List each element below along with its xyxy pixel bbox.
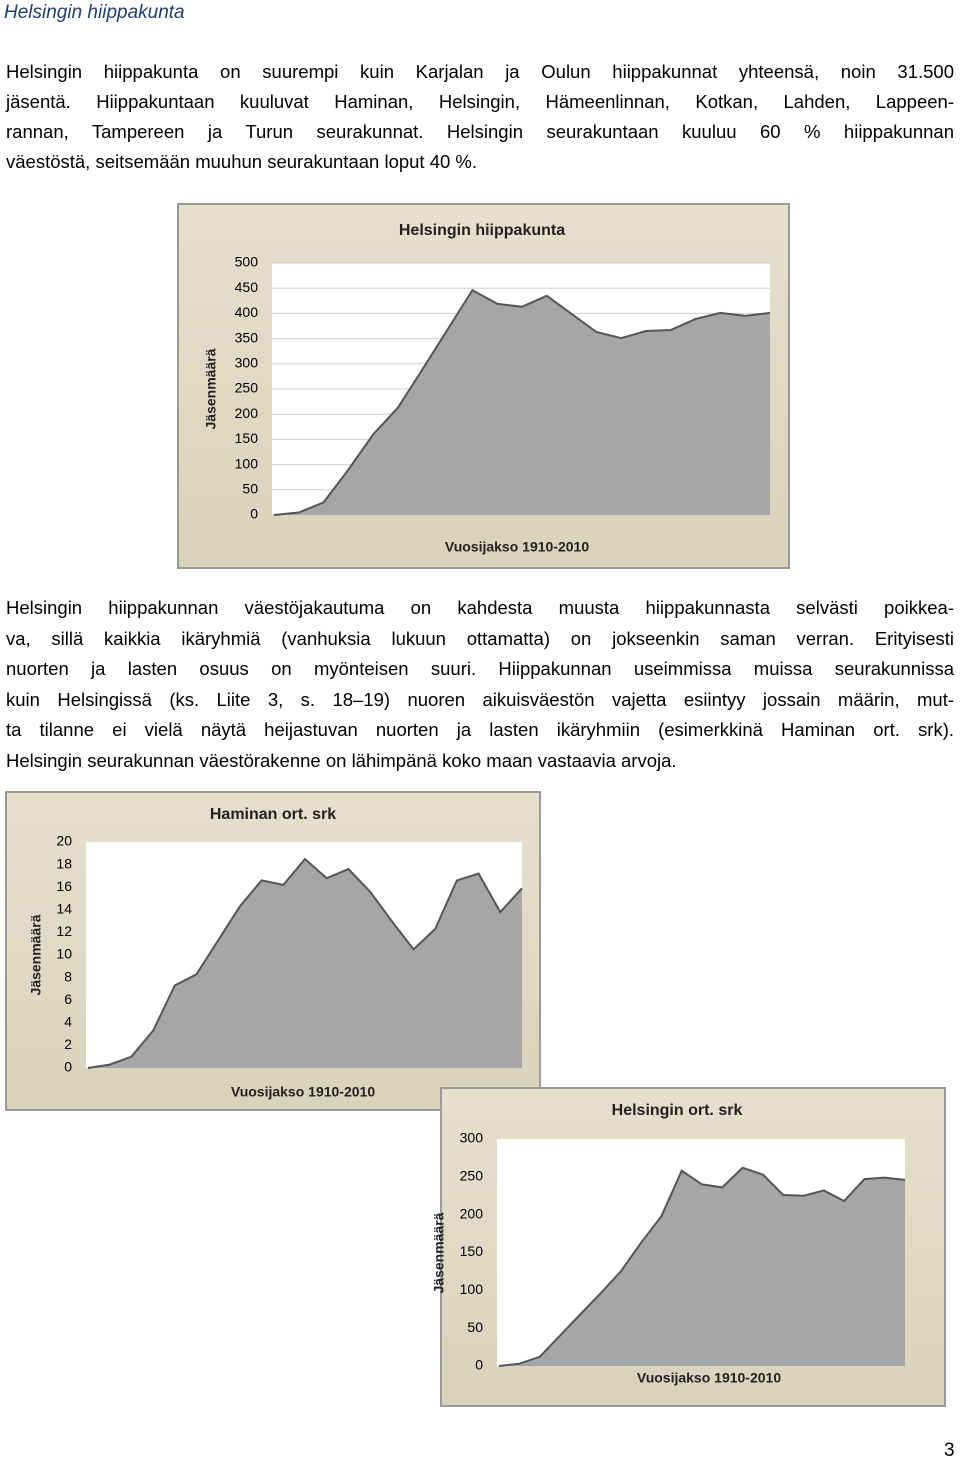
y-tick-label: 300 — [460, 1130, 484, 1146]
y-tick-label: 2 — [64, 1036, 72, 1052]
y-tick-label: 250 — [235, 380, 259, 396]
text-line: Helsingin hiippakunnan väestöjakautuma o… — [6, 597, 954, 618]
y-tick-label: 250 — [460, 1168, 484, 1184]
text-line: Helsingin seurakunnan väestörakenne on l… — [6, 749, 677, 771]
area — [88, 859, 522, 1068]
x-axis-label: Vuosijakso 1910-2010 — [231, 1084, 375, 1100]
y-tick-label: 0 — [475, 1357, 483, 1373]
y-axis-label: Jäsenmäärä — [28, 914, 44, 995]
y-tick-label: 50 — [242, 481, 258, 497]
y-tick-label: 12 — [56, 923, 72, 939]
y-tick-label: 16 — [56, 878, 72, 894]
y-tick-label: 150 — [235, 430, 259, 446]
y-tick-label: 500 — [235, 254, 259, 270]
chart-title: Haminan ort. srk — [210, 806, 336, 823]
area-outline — [498, 1166, 906, 1367]
y-tick-label: 200 — [460, 1205, 484, 1221]
y-tick-label: 100 — [235, 455, 259, 471]
y-tick-label: 8 — [64, 968, 72, 984]
y-tick-label: 20 — [56, 833, 72, 849]
x-axis-label: Vuosijakso 1910-2010 — [445, 539, 589, 555]
y-axis-label: Jäsenmäärä — [203, 348, 219, 429]
y-tick-label: 200 — [235, 405, 259, 421]
text-line: väestöstä, seitsemään muuhun seurakuntaa… — [6, 151, 478, 172]
area — [499, 1167, 905, 1366]
y-tick-label: 4 — [64, 1014, 72, 1030]
text-line: kuin Helsingissä (ks. Liite 3, s. 18–19)… — [6, 688, 954, 710]
y-tick-label: 350 — [235, 329, 259, 345]
x-axis-label: Vuosijakso 1910-2010 — [637, 1370, 781, 1386]
y-tick-label: 50 — [467, 1319, 483, 1335]
y-tick-label: 6 — [64, 991, 72, 1007]
y-axis-label: Jäsenmäärä — [431, 1212, 447, 1293]
y-tick-label: 100 — [460, 1281, 484, 1297]
text-line: jäsentä. Hiippakuntaan kuuluvat Haminan,… — [6, 91, 954, 112]
y-tick-label: 18 — [56, 855, 72, 871]
chart-title: Helsingin hiippakunta — [399, 222, 565, 239]
area — [274, 290, 770, 515]
text-line: nuorten ja lasten osuus on myönteisen su… — [6, 658, 954, 679]
y-tick-label: 400 — [235, 304, 259, 320]
area-outline — [87, 857, 523, 1069]
y-tick-label: 150 — [460, 1243, 484, 1259]
text-line: ta tilanne ei vielä näytä heijastuvan nu… — [6, 719, 954, 740]
y-tick-label: 0 — [250, 506, 258, 522]
text-line: Helsingin hiippakunta on suurempi kuin K… — [6, 61, 954, 82]
y-tick-label: 0 — [64, 1059, 72, 1075]
y-tick-label: 10 — [56, 946, 72, 962]
chart-title: Helsingin ort. srk — [612, 1102, 743, 1119]
page-number: 3 — [944, 1440, 955, 1461]
text-line: va, sillä kaikkia ikäryhmiä (vanhuksia l… — [6, 627, 954, 649]
area-outline — [273, 288, 771, 516]
y-tick-label: 450 — [235, 279, 259, 295]
y-tick-label: 300 — [235, 355, 259, 371]
y-tick-label: 14 — [56, 901, 72, 917]
heading: Helsingin hiippakunta — [4, 2, 185, 23]
text-line: rannan, Tampereen ja Turun seurakunnat. … — [6, 121, 954, 142]
